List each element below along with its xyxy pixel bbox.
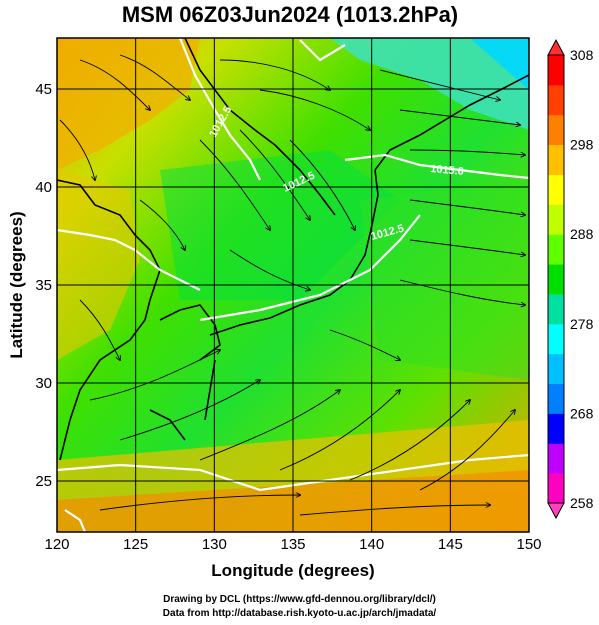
x-tick-label: 130: [202, 536, 227, 553]
colorbar-segment: [548, 473, 564, 504]
colorbar-tick-label: 268: [570, 405, 594, 421]
x-tick-label: 145: [438, 536, 463, 553]
colorbar-segment: [548, 383, 564, 414]
colorbar-segment: [548, 204, 564, 235]
x-axis: 120 125 130 135 140 145 150: [44, 536, 541, 553]
colorbar-segment: [548, 114, 564, 146]
colorbar-tick-label: 288: [570, 226, 594, 242]
colorbar-tick-label: 298: [570, 137, 594, 153]
y-tick-label: 40: [35, 179, 52, 196]
y-tick-label: 35: [35, 277, 52, 294]
colorbar-segment: [548, 84, 564, 116]
colorbar-segment: [548, 293, 564, 325]
colorbar-segment: [548, 353, 564, 385]
map-field: 1012.5 1012.5 1015.0 1012.5: [57, 38, 529, 532]
colorbar: 308 298 288 278 268 258: [547, 38, 594, 520]
credit-data-source: Data from http://database.rish.kyoto-u.a…: [162, 608, 437, 619]
isobars: [57, 38, 529, 532]
x-tick-label: 125: [123, 536, 148, 553]
colorbar-segment: [548, 174, 564, 205]
colorbar-segment: [548, 264, 564, 295]
y-axis: 25 30 35 40 45: [35, 81, 52, 490]
x-tick-label: 150: [516, 536, 541, 553]
colorbar-bottom-arrow: [547, 502, 565, 520]
plot-frame: [56, 37, 530, 533]
colorbar-segment: [548, 144, 564, 175]
colorbar-segment: [548, 323, 564, 355]
colorbar-top-arrow: [547, 38, 565, 56]
y-tick-label: 25: [35, 473, 52, 490]
colorbar-segment: [548, 234, 564, 265]
colorbar-tick-label: 308: [570, 47, 594, 63]
y-axis-title: Latitude (degrees): [7, 211, 26, 358]
x-tick-label: 120: [44, 536, 69, 553]
colorbar-tick-label: 278: [570, 316, 594, 332]
x-axis-title: Longitude (degrees): [211, 561, 374, 580]
x-tick-label: 135: [280, 536, 305, 553]
colorbar-segment: [548, 413, 564, 444]
x-tick-label: 140: [359, 536, 384, 553]
wind-streamlines: [59, 54, 525, 516]
colorbar-segment: [548, 443, 564, 474]
contour-label: 1015.0: [430, 163, 465, 178]
graticule: [57, 38, 529, 532]
y-tick-label: 30: [35, 375, 52, 392]
y-tick-label: 45: [35, 81, 52, 98]
credit-drawing: Drawing by DCL (https://www.gfd-dennou.o…: [163, 594, 436, 605]
map-title: MSM 06Z03Jun2024 (1013.2hPa): [121, 2, 459, 27]
colorbar-segment: [548, 55, 564, 86]
colorbar-tick-label: 258: [570, 495, 594, 511]
